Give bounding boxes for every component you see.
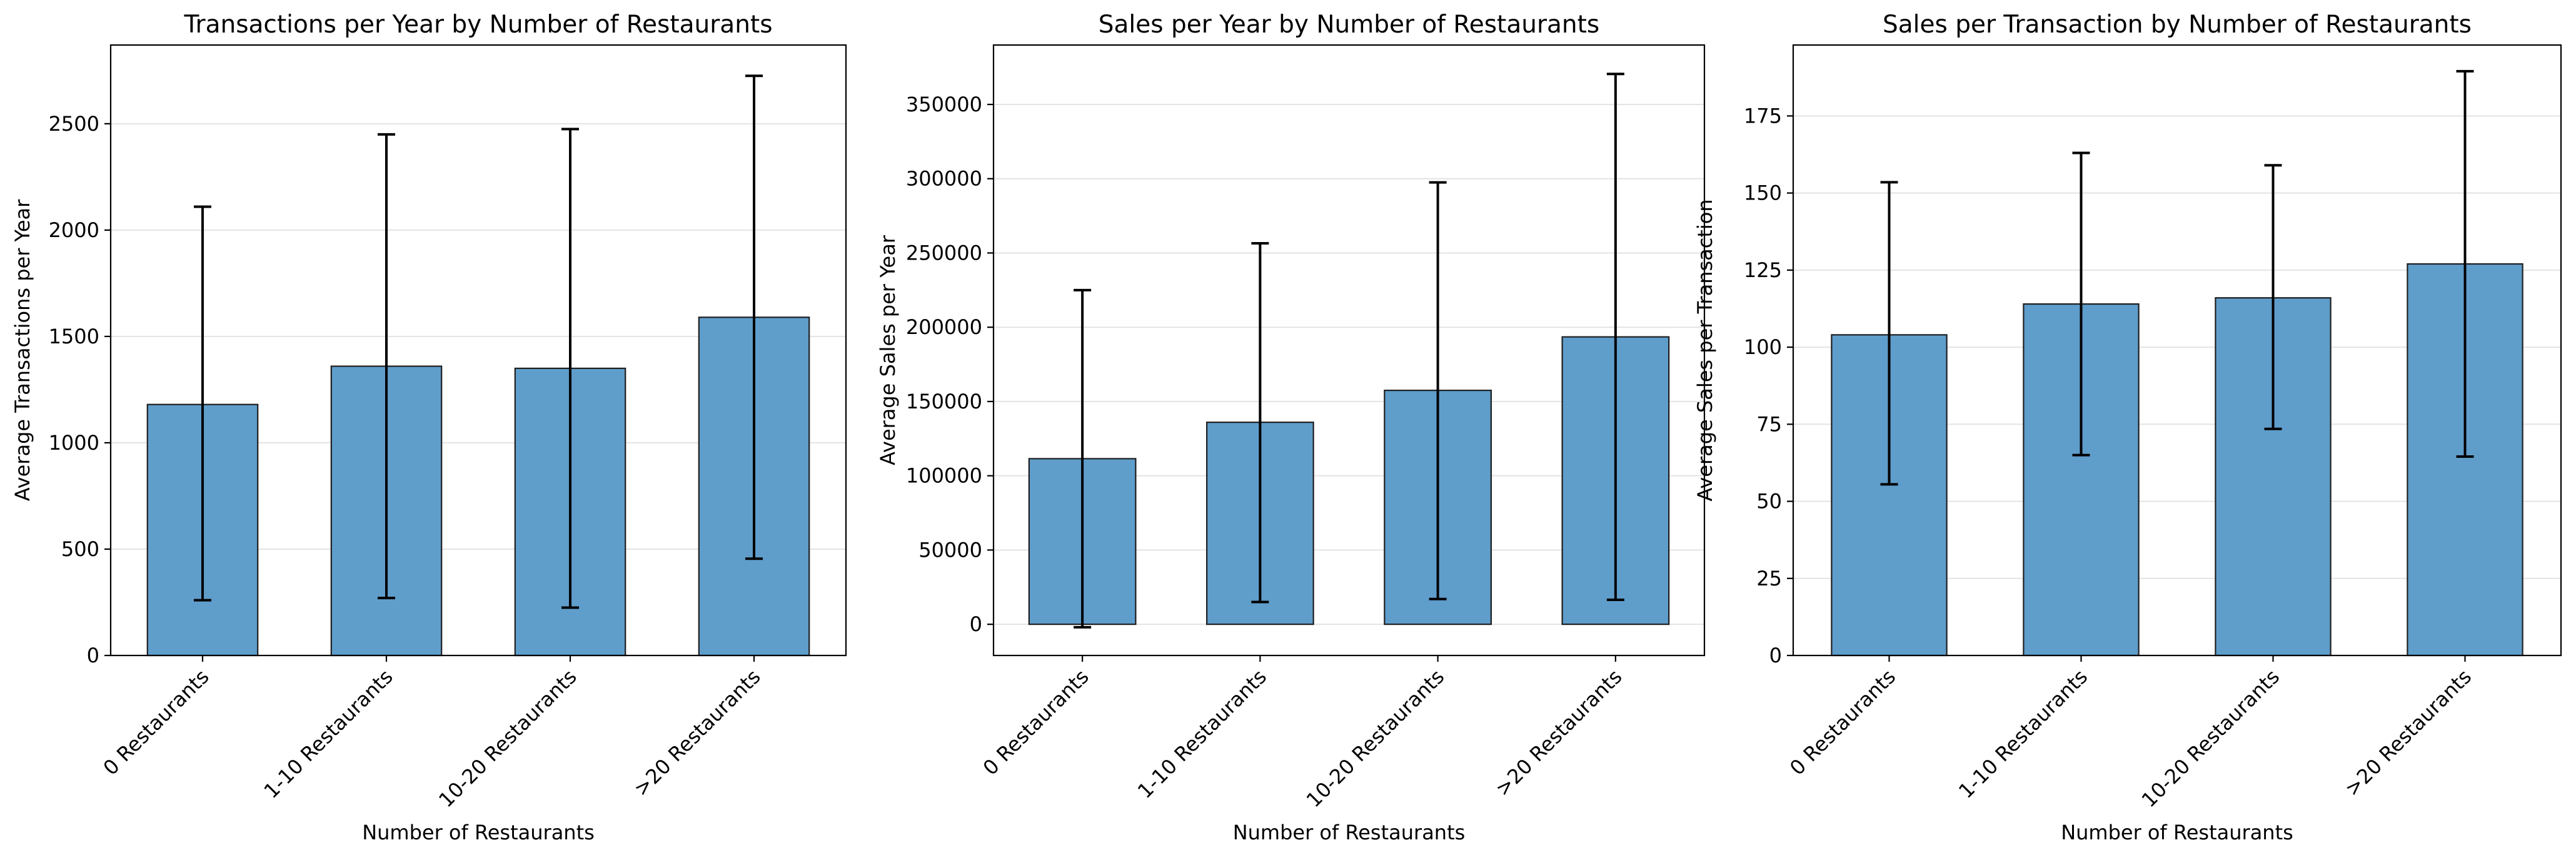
y-tick-label: 0 — [87, 644, 99, 667]
y-tick-label: 250000 — [906, 241, 982, 265]
y-tick-label: 1500 — [49, 325, 99, 348]
x-tick-label: 1-10 Restaurants — [1133, 665, 1271, 803]
x-tick-label: 0 Restaurants — [1785, 665, 1900, 780]
y-tick-label: 350000 — [906, 93, 982, 116]
x-tick-label: >20 Restaurants — [1491, 665, 1626, 801]
y-tick-label: 75 — [1756, 412, 1782, 436]
y-tick-label: 50000 — [918, 538, 982, 562]
error-bar-2 — [378, 133, 395, 600]
x-axis-label: Number of Restaurants — [1233, 821, 1466, 844]
y-tick-label: 100000 — [906, 464, 982, 488]
y-tick-label: 100 — [1744, 335, 1782, 359]
plot-frame — [992, 44, 1706, 657]
y-tick-label: 175 — [1744, 104, 1782, 128]
error-bar-3 — [561, 128, 579, 609]
error-bar-3 — [2264, 164, 2282, 430]
error-bar-2 — [2072, 151, 2090, 457]
y-tick-label: 200000 — [906, 315, 982, 339]
x-tick-label: 10-20 Restaurants — [1302, 665, 1449, 812]
y-tick-label: 150000 — [906, 390, 982, 413]
chart-panel-2: 0 50000 100000 150000 200000 250000 300000 3500… — [876, 11, 1706, 844]
y-tick-label: 0 — [1769, 644, 1782, 667]
x-tick-label: 0 Restaurants — [99, 665, 214, 780]
x-tick-label: 10-20 Restaurants — [434, 665, 581, 812]
y-tick-label: 300000 — [906, 167, 982, 191]
error-bar-3 — [1429, 181, 1447, 600]
y-tick-label: 0 — [970, 612, 982, 636]
x-tick-label: 0 Restaurants — [979, 665, 1094, 780]
error-bar-1 — [1880, 181, 1898, 486]
y-axis-label: Average Sales per Transaction — [1693, 199, 1717, 501]
error-bar-1 — [194, 205, 211, 602]
x-tick-label: 10-20 Restaurants — [2137, 665, 2284, 812]
error-bar-1 — [1074, 288, 1092, 629]
y-tick-label: 50 — [1756, 490, 1782, 513]
y-axis-label: Average Sales per Year — [876, 235, 900, 465]
y-tick-label: 2000 — [49, 218, 99, 242]
x-tick-label: >20 Restaurants — [2340, 665, 2476, 801]
x-tick-label: 1-10 Restaurants — [1954, 665, 2092, 803]
error-bar-4 — [1606, 73, 1624, 601]
chart-title: Sales per Year by Number of Restaurants — [1099, 11, 1599, 39]
y-tick-label: 150 — [1744, 181, 1782, 205]
y-tick-label: 2500 — [49, 112, 99, 136]
chart-title: Sales per Transaction by Number of Resta… — [1883, 11, 2472, 39]
chart-title: Transactions per Year by Number of Resta… — [183, 11, 772, 39]
error-bar-2 — [1251, 242, 1269, 604]
y-tick-label: 1000 — [49, 431, 99, 455]
error-bar-4 — [2456, 69, 2474, 458]
x-axis-label: Number of Restaurants — [362, 821, 595, 844]
chart-panel-3: 0 25 50 75 100 125 150 175 0 Restaurants 1-10 Res… — [1693, 11, 2562, 844]
error-bar-4 — [745, 74, 763, 560]
x-axis-label: Number of Restaurants — [2061, 821, 2293, 844]
plot-frame — [109, 44, 847, 657]
plot-frame — [1792, 44, 2562, 657]
chart-panel-1: 0 500 1000 1500 2000 2500 0 Restaurants 1-10 Re… — [11, 11, 847, 844]
x-tick-label: >20 Restaurants — [629, 665, 765, 801]
y-tick-label: 500 — [61, 537, 99, 561]
x-tick-label: 1-10 Restaurants — [259, 665, 398, 803]
y-tick-label: 125 — [1744, 258, 1782, 282]
y-axis-label: Average Transactions per Year — [11, 199, 34, 501]
y-tick-label: 25 — [1756, 567, 1782, 590]
